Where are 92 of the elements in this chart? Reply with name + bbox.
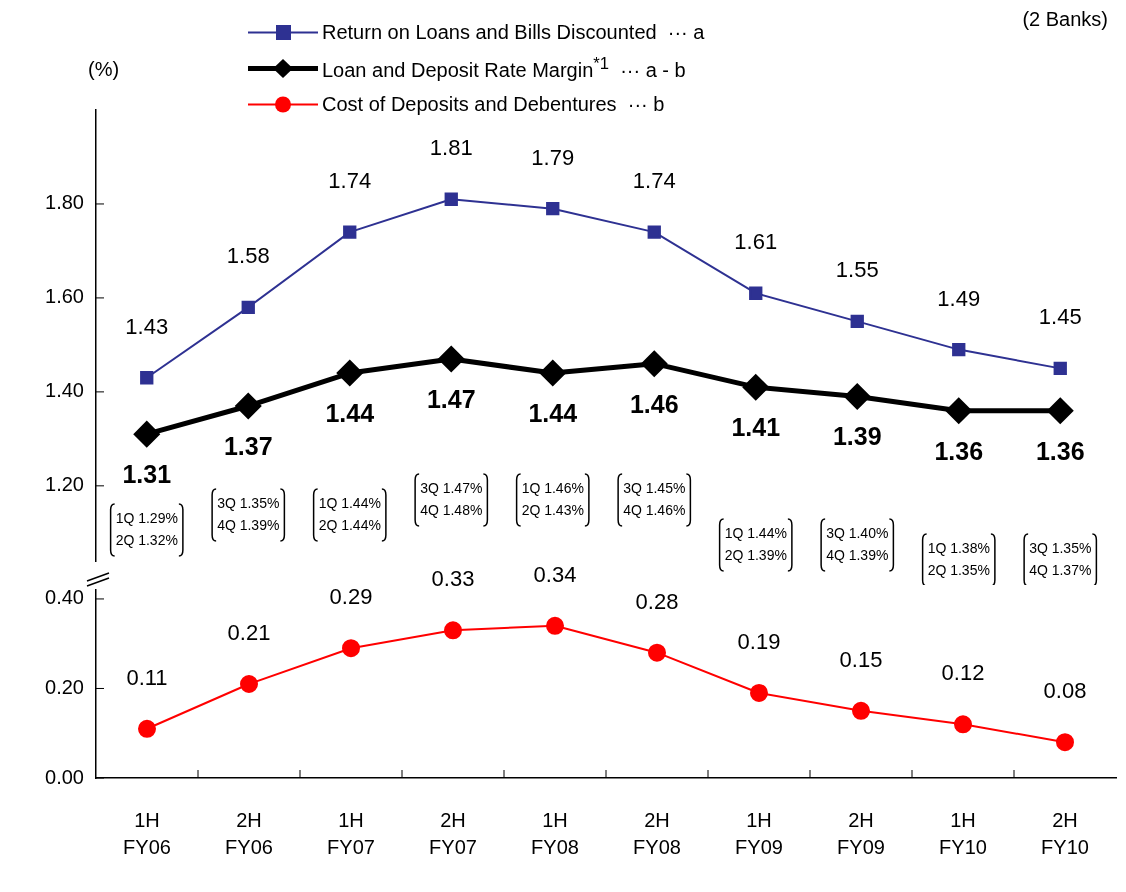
- legend-label: Cost of Deposits and Debentures ··· b: [322, 92, 665, 116]
- point: [343, 225, 357, 239]
- data-label: 1.37: [223, 431, 273, 460]
- data-label: 1.45: [1038, 304, 1082, 330]
- y-tick-label: 0.40: [45, 586, 84, 609]
- point: [342, 639, 360, 658]
- x-tick-label: 2H FY08: [633, 809, 681, 859]
- data-label: 1.55: [835, 257, 879, 283]
- point: [749, 286, 763, 300]
- data-label: 1.43: [125, 313, 169, 339]
- data-label: 1.74: [632, 168, 676, 194]
- point: [1047, 398, 1073, 424]
- point: [337, 360, 363, 386]
- point: [852, 701, 870, 720]
- data-label: 0.28: [635, 588, 679, 614]
- y-axis-title: (%): [88, 58, 120, 81]
- point: [546, 202, 560, 216]
- data-label: 1.46: [629, 389, 679, 418]
- point: [844, 384, 870, 410]
- data-label: 0.33: [431, 566, 475, 592]
- annotation: 3Q 1.45% 4Q 1.46%: [623, 479, 686, 518]
- chart-subtitle: (2 Banks): [1022, 8, 1108, 31]
- data-label: 0.29: [329, 584, 373, 610]
- y-tick-label: 0.00: [45, 765, 84, 788]
- point: [648, 643, 666, 662]
- x-tick-label: 1H FY06: [123, 809, 171, 859]
- data-label: 0.15: [839, 646, 883, 672]
- point: [546, 616, 564, 635]
- annotation: 1Q 1.29% 2Q 1.32%: [115, 509, 178, 548]
- x-tick-label: 1H FY08: [531, 809, 579, 859]
- annotation: 3Q 1.35% 4Q 1.39%: [217, 494, 280, 533]
- point: [952, 342, 966, 357]
- point: [134, 421, 160, 447]
- point: [444, 621, 462, 640]
- point: [138, 719, 156, 738]
- x-tick-label: 2H FY07: [429, 809, 477, 859]
- data-label: 0.19: [737, 629, 781, 655]
- x-tick-label: 2H FY09: [837, 809, 885, 859]
- data-label: 1.44: [528, 398, 578, 427]
- data-label: 0.21: [227, 620, 271, 646]
- annotation: 3Q 1.40% 4Q 1.39%: [826, 524, 889, 563]
- data-label: 1.44: [325, 398, 375, 427]
- x-tick-label: 1H FY07: [327, 809, 375, 859]
- point: [641, 351, 667, 377]
- data-label: 1.47: [426, 384, 476, 413]
- x-tick-label: 1H FY09: [735, 809, 783, 859]
- point: [750, 683, 768, 702]
- point: [946, 398, 972, 424]
- data-label: 1.81: [429, 135, 473, 161]
- annotation: 1Q 1.44% 2Q 1.39%: [724, 524, 787, 563]
- y-tick-label: 1.40: [45, 379, 84, 402]
- annotation: 1Q 1.38% 2Q 1.35%: [927, 539, 990, 578]
- annotation: 3Q 1.47% 4Q 1.48%: [420, 479, 483, 518]
- point: [235, 393, 261, 419]
- data-label: 1.61: [734, 229, 778, 255]
- data-label: 1.49: [937, 285, 981, 311]
- point: [1053, 361, 1067, 376]
- point: [241, 300, 255, 314]
- point: [438, 346, 464, 372]
- data-label: 0.08: [1043, 678, 1087, 704]
- y-tick-label: 1.60: [45, 285, 84, 308]
- point: [540, 360, 566, 386]
- data-label: 1.36: [934, 436, 984, 465]
- legend-label: Loan and Deposit Rate Margin$^{*1}$ ··· a - b: [322, 54, 686, 82]
- point: [1056, 733, 1074, 752]
- y-tick-label: 0.20: [45, 675, 84, 698]
- point: [954, 715, 972, 734]
- data-label: 1.39: [832, 422, 882, 451]
- data-label: 1.31: [122, 460, 172, 489]
- point: [743, 374, 769, 400]
- point: [444, 192, 458, 206]
- x-tick-label: 2H FY06: [225, 809, 273, 859]
- data-label: 1.41: [731, 413, 781, 442]
- annotation: 3Q 1.35% 4Q 1.37%: [1029, 539, 1092, 578]
- y-tick-label: 1.80: [45, 191, 84, 214]
- x-tick-label: 1H FY10: [939, 809, 987, 859]
- data-label: 0.11: [126, 664, 168, 690]
- x-tick-label: 2H FY10: [1041, 809, 1089, 859]
- annotation: 1Q 1.44% 2Q 1.44%: [318, 494, 381, 533]
- point: [140, 371, 154, 385]
- data-label: 1.36: [1035, 436, 1085, 465]
- point: [240, 675, 258, 693]
- data-label: 1.58: [226, 243, 270, 269]
- data-label: 1.74: [328, 168, 372, 194]
- legend-label: Return on Loans and Bills Discounted ··· a: [322, 20, 705, 44]
- y-tick-label: 1.20: [45, 473, 84, 496]
- annotation: 1Q 1.46% 2Q 1.43%: [521, 479, 584, 518]
- point: [647, 225, 661, 239]
- data-label: 1.79: [531, 144, 575, 170]
- data-label: 0.12: [941, 660, 985, 686]
- point: [850, 314, 864, 329]
- data-label: 0.34: [533, 561, 577, 587]
